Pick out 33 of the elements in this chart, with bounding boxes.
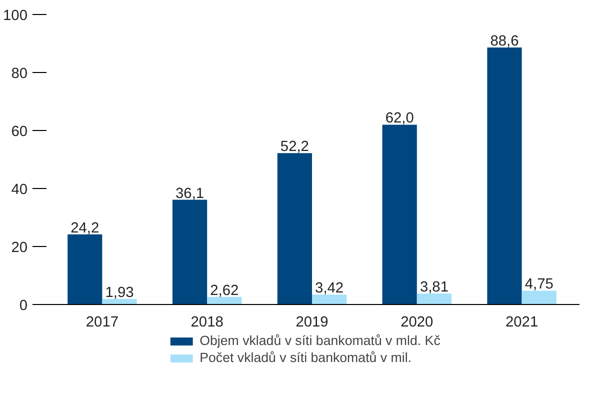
bar [172,200,208,304]
y-tick-label: 20 [11,240,28,256]
x-tick-label: 2020 [400,314,434,330]
data-label: 52,2 [280,139,309,156]
x-tick-label: 2019 [296,314,328,330]
y-tick-label: 0 [19,298,28,314]
data-label: 88,6 [490,34,519,50]
data-label: 62,0 [385,110,414,127]
bar [522,290,556,304]
data-label: 3,42 [315,280,344,297]
legend-label: Počet vkladů v síti bankomatů v mil. [200,350,412,365]
data-label: 4,75 [524,276,554,293]
bar [102,298,137,304]
y-tick-label: 80 [11,66,28,82]
data-label: 1,93 [105,284,134,301]
bar [68,234,102,304]
bar [312,294,347,304]
data-label: 3,81 [420,279,448,296]
data-label: 2,62 [210,282,239,299]
x-tick-label: 2017 [86,314,119,330]
bar [487,48,522,304]
bar [207,296,242,304]
y-tick-label: 100 [3,8,28,24]
x-tick-label: 2021 [506,314,538,330]
data-label: 24,2 [70,220,100,236]
x-tick-label: 2018 [190,314,224,330]
legend-label: Objem vkladů v síti bankomatů v mld. Kč [200,333,440,348]
data-label: 36,1 [176,186,204,202]
y-tick-label: 60 [11,124,28,140]
bar [416,293,452,304]
bar [382,124,417,304]
bar [277,153,312,304]
y-tick-label: 40 [11,182,28,198]
